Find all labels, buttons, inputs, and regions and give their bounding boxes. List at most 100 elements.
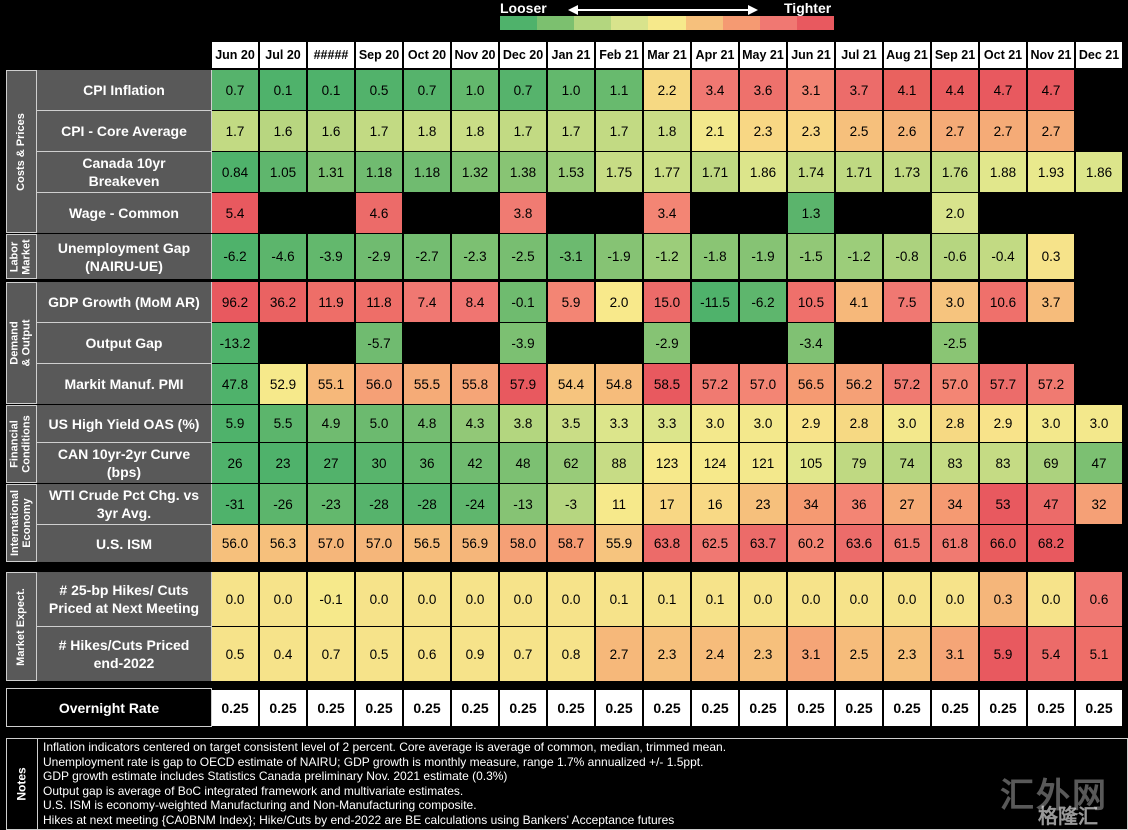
month-header: Apr 21	[692, 42, 738, 68]
heatmap-cell: 2.6	[884, 111, 930, 151]
heatmap-cell: 61.5	[884, 525, 930, 562]
heatmap-cell	[1028, 193, 1074, 233]
heatmap-cell: 1.38	[500, 152, 546, 192]
heatmap-cell: 2.0	[596, 282, 642, 322]
heatmap-cell: -1.2	[644, 234, 690, 279]
heatmap-cell: 56.9	[452, 525, 498, 562]
heatmap-cell: 16	[692, 484, 738, 524]
row-label: GDP Growth (MoM AR)	[37, 282, 211, 322]
heatmap-cell	[1076, 111, 1122, 151]
heatmap-cell: 3.3	[596, 405, 642, 442]
heatmap-cell: 1.31	[308, 152, 354, 192]
group-label-holder: Labor Market	[6, 234, 36, 279]
heatmap-cell: 2.3	[884, 627, 930, 681]
heatmap-cell: -3.1	[548, 234, 594, 279]
heatmap-cell: 121	[740, 443, 786, 483]
overnight-rate-cell: 0.25	[308, 690, 354, 726]
heatmap-cell: 10.5	[788, 282, 834, 322]
heatmap-cell: 4.6	[356, 193, 402, 233]
heatmap-cell	[452, 193, 498, 233]
heatmap-cell: 53	[980, 484, 1026, 524]
heatmap-cell: 0.5	[356, 70, 402, 110]
heatmap-cell: 1.18	[356, 152, 402, 192]
heatmap-cell: -3.9	[308, 234, 354, 279]
heatmap-cell: 0.84	[212, 152, 258, 192]
heatmap-cell: -28	[356, 484, 402, 524]
overnight-rate-cell: 0.25	[692, 690, 738, 726]
heatmap-cell: 27	[884, 484, 930, 524]
heatmap-cell: 2.3	[740, 627, 786, 681]
overnight-rate-cell: 0.25	[740, 690, 786, 726]
group-divider	[36, 70, 37, 233]
heatmap-cell	[692, 323, 738, 363]
overnight-rate-cell: 0.25	[356, 690, 402, 726]
legend-double-arrow-icon	[568, 5, 758, 15]
heatmap-cell: 0.1	[692, 572, 738, 626]
row-separator	[37, 363, 211, 364]
heatmap-cell: 5.0	[356, 405, 402, 442]
heatmap-cell: 52.9	[260, 364, 306, 404]
heatmap-cell: 1.88	[980, 152, 1026, 192]
heatmap-cell: 2.7	[1028, 111, 1074, 151]
heatmap-cell: 58.5	[644, 364, 690, 404]
month-header: Dec 21	[1076, 42, 1122, 68]
heatmap-cell: 55.9	[596, 525, 642, 562]
legend-swatch	[722, 16, 760, 30]
heatmap-cell: 0.0	[500, 572, 546, 626]
row-label: WTI Crude Pct Chg. vs 3yr Avg.	[37, 484, 211, 524]
heatmap-cell: 56.0	[212, 525, 258, 562]
heatmap-cell: 2.3	[644, 627, 690, 681]
heatmap-cell: 0.0	[836, 572, 882, 626]
heatmap-cell: 1.8	[644, 111, 690, 151]
heatmap-cell: -3	[548, 484, 594, 524]
heatmap-cell: 57.0	[740, 364, 786, 404]
heatmap-cell: 88	[596, 443, 642, 483]
heatmap-cell: 2.3	[740, 111, 786, 151]
heatmap-cell: 36	[404, 443, 450, 483]
heatmap-cell: 57.0	[356, 525, 402, 562]
heatmap-cell: 3.3	[644, 405, 690, 442]
heatmap-cell: -2.7	[404, 234, 450, 279]
heatmap-cell	[1076, 364, 1122, 404]
overnight-rate-cell: 0.25	[500, 690, 546, 726]
heatmap-cell: 1.32	[452, 152, 498, 192]
heatmap-cell: 55.5	[404, 364, 450, 404]
group-label-holder: Financial Conditions	[6, 405, 36, 483]
note-line: Hikes at next meeting {CA0BNM Index}; Hi…	[43, 813, 675, 827]
row-label: US High Yield OAS (%)	[37, 405, 211, 442]
heatmap-cell: 55.8	[452, 364, 498, 404]
note-line: Unemployment rate is gap to OECD estimat…	[43, 754, 704, 769]
heatmap-cell: 83	[980, 443, 1026, 483]
heatmap-cell: 0.0	[932, 572, 978, 626]
legend-swatch	[500, 16, 538, 30]
heatmap-cell: 5.1	[1076, 627, 1122, 681]
group-label: International Economy	[9, 489, 34, 557]
heatmap-cell: 0.0	[452, 572, 498, 626]
heatmap-cell	[740, 323, 786, 363]
heatmap-cell: 2.2	[644, 70, 690, 110]
overnight-rate-cell: 0.25	[596, 690, 642, 726]
legend-looser-label: Looser	[500, 0, 547, 16]
row-label: # 25-bp Hikes/ Cuts Priced at Next Meeti…	[37, 572, 211, 626]
row-label: Canada 10yr Breakeven	[37, 152, 211, 192]
heatmap-cell: -5.7	[356, 323, 402, 363]
heatmap-cell	[740, 193, 786, 233]
heatmap-cell: 5.9	[980, 627, 1026, 681]
heatmap-cell: 42	[452, 443, 498, 483]
heatmap-cell: -0.1	[500, 282, 546, 322]
heatmap-cell: 17	[644, 484, 690, 524]
heatmap-cell	[260, 193, 306, 233]
month-header: Nov 21	[1028, 42, 1074, 68]
heatmap-cell: 5.5	[260, 405, 306, 442]
heatmap-cell: 57.2	[692, 364, 738, 404]
heatmap-cell	[836, 193, 882, 233]
heatmap-cell: 68.2	[1028, 525, 1074, 562]
heatmap-cell: 0.6	[1076, 572, 1122, 626]
heatmap-cell: 2.3	[788, 111, 834, 151]
heatmap-cell: 47.8	[212, 364, 258, 404]
group-divider	[36, 572, 37, 681]
heatmap-cell: 0.7	[404, 70, 450, 110]
heatmap-cell	[1076, 70, 1122, 110]
heatmap-cell: 11	[596, 484, 642, 524]
